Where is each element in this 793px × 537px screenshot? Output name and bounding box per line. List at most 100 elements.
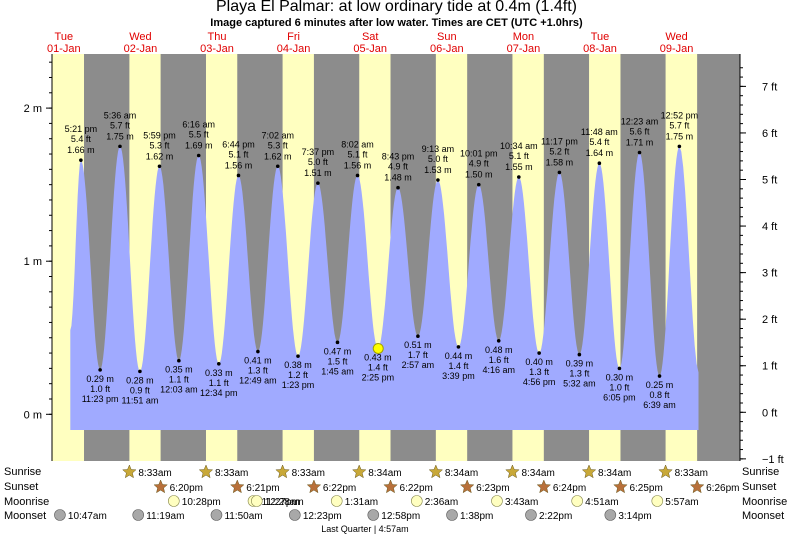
sunset-time: 6:26pm (706, 483, 739, 494)
moonset-icon (525, 509, 537, 521)
tide-point (637, 150, 642, 155)
tide-height-m: 0.40 m (525, 357, 553, 367)
tide-point (557, 170, 562, 175)
tide-point (157, 164, 162, 169)
tide-height-ft: 5.6 ft (630, 126, 651, 136)
tide-height-m: 0.28 m (126, 375, 154, 385)
high-tide-label: 10:01 pm4.9 ft1.50 m (460, 149, 498, 187)
tide-time: 10:01 pm (460, 149, 498, 159)
sunset-star-icon (153, 479, 168, 494)
tide-height-m: 1.51 m (304, 168, 332, 178)
tide-area (70, 146, 699, 430)
moonrise-icon (410, 495, 423, 507)
tide-height-ft: 5.3 ft (149, 140, 170, 150)
day-name: Sun (437, 31, 457, 43)
sunset-time: 6:23pm (476, 483, 509, 494)
tide-time: 12:52 pm (661, 110, 699, 120)
tide-time: 6:39 am (643, 400, 676, 410)
sunset-time: 6:20pm (170, 483, 203, 494)
day-name: Mon (513, 31, 534, 43)
sunrise-time: 8:33am (138, 468, 171, 479)
moonrise-label-left: Moonrise (4, 496, 49, 508)
tide-height-ft: 1.3 ft (529, 367, 550, 377)
sunrise-time: 8:34am (445, 468, 478, 479)
tide-height-m: 0.35 m (165, 365, 193, 375)
tide-height-ft: 1.6 ft (489, 355, 510, 365)
left-axis: 0 m 1 m 2 m (24, 61, 52, 421)
left-tick-label: 2 m (24, 103, 42, 115)
tide-time: 4:16 am (482, 365, 515, 375)
tide-time: 1:23 pm (282, 380, 315, 390)
tide-time: 6:16 am (182, 120, 215, 130)
sunrise-time: 8:33am (292, 468, 325, 479)
sunrise-star-icon (122, 464, 137, 479)
tide-height-m: 1.62 m (146, 151, 174, 161)
tide-point (537, 351, 541, 355)
tide-time: 3:39 pm (442, 371, 475, 381)
tide-point (416, 334, 420, 339)
moonset-time: 1:38pm (460, 511, 493, 522)
low-tide-label: 0.51 m1.7 ft2:57 am (402, 334, 434, 370)
tide-time: 9:13 am (422, 144, 455, 154)
sunset-time: 6:22pm (323, 483, 356, 494)
tide-height-m: 0.44 m (445, 351, 473, 361)
sunrise-star-icon (351, 464, 367, 479)
tide-point (177, 358, 181, 363)
sunrise-star-icon (658, 464, 673, 479)
moonrise-time: 4:51am (585, 497, 618, 508)
tide-height-ft: 4.9 ft (469, 159, 490, 169)
high-tide-label: 10:34 am5.1 ft1.55 m (500, 141, 538, 179)
tide-height-m: 0.29 m (86, 374, 114, 384)
sunrise-star-icon (505, 464, 520, 479)
moonset-label-right: Moonset (742, 510, 784, 522)
tide-time: 11:51 am (121, 395, 158, 405)
tide-height-ft: 5.1 ft (348, 149, 369, 159)
tide-time: 5:36 am (104, 110, 137, 120)
tide-height-ft: 4.9 ft (388, 162, 409, 172)
tide-time: 4:56 pm (523, 377, 556, 387)
sunset-label-left: Sunset (4, 481, 38, 493)
sunset-time: 6:24pm (553, 483, 586, 494)
day-date: 04-Jan (277, 43, 311, 55)
moonrise-time: 3:43am (505, 497, 538, 508)
day-labels: Tue01-JanWed02-JanThu03-JanFri04-JanSat0… (47, 31, 693, 55)
moonrise-time: 11:27pm (262, 497, 300, 508)
right-tick-label: 2 ft (762, 314, 777, 326)
high-tide-label: 5:21 pm5.4 ft1.66 m (65, 124, 98, 162)
tide-height-m: 1.66 m (67, 145, 95, 155)
moonset-time: 12:58pm (381, 511, 420, 522)
tide-point (217, 361, 221, 366)
tide-time: 11:17 pm (541, 136, 578, 146)
sunset-time: 6:21pm (246, 483, 279, 494)
tide-height-ft: 1.2 ft (288, 370, 309, 380)
moonrise-time: 12:28am (265, 497, 304, 508)
sunrise-time: 8:34am (598, 468, 631, 479)
high-tide-label: 7:02 am5.3 ft1.62 m (261, 130, 294, 169)
tide-height-m: 1.55 m (505, 162, 533, 172)
tide-height-m: 0.39 m (566, 359, 594, 369)
tide-height-ft: 1.1 ft (209, 378, 230, 388)
sunrise-label-right: Sunrise (742, 466, 779, 478)
tide-time: 5:21 pm (65, 124, 98, 134)
moonset-time: 11:50am (224, 511, 262, 522)
sunrise-time: 8:33am (675, 468, 708, 479)
moonset-time: 11:19am (146, 511, 184, 522)
sunset-time: 6:22pm (400, 483, 433, 494)
tide-point (296, 354, 300, 358)
moonrise-icon (571, 495, 583, 507)
day-date: 02-Jan (124, 43, 158, 55)
high-tide-label: 5:59 pm5.3 ft1.62 m (143, 130, 176, 169)
tide-point (256, 349, 260, 354)
moonset-icon (210, 509, 223, 521)
right-tick-label: 5 ft (762, 175, 777, 187)
right-tick-label: 4 ft (762, 221, 777, 233)
current-level-marker (372, 342, 384, 354)
sunset-star-icon (689, 479, 705, 494)
night-band (697, 54, 740, 461)
low-tide-label: 0.38 m1.2 ft1:23 pm (282, 354, 315, 390)
day-name: Wed (129, 31, 151, 43)
high-tide-label: 8:43 pm4.9 ft1.48 m (382, 152, 414, 190)
